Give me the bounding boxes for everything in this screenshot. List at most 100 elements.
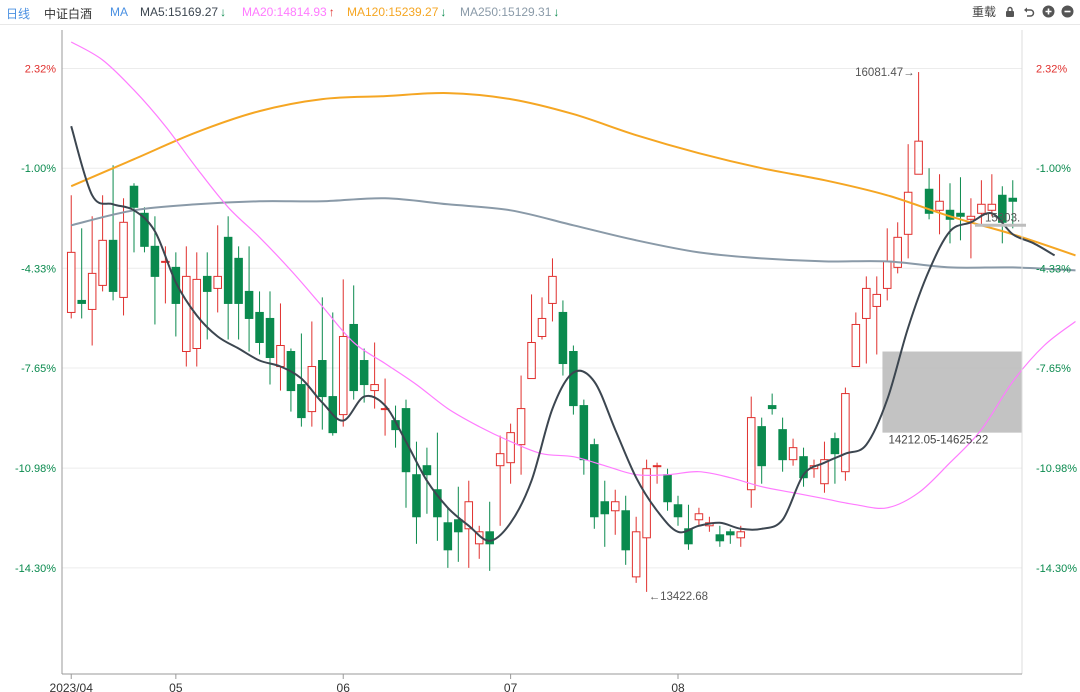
- low-price-label: ←13422.68: [649, 591, 708, 603]
- candle: [276, 303, 285, 391]
- ma-lines: [70, 41, 1076, 542]
- candle-body: [882, 260, 892, 289]
- candle-body: [757, 426, 766, 467]
- candle-body: [684, 528, 693, 545]
- grid: [62, 67, 1022, 569]
- chart-controls: 重载: [972, 3, 1074, 20]
- chart-toolbar: 日线 中证白酒 MA MA5:15169.27 ↓ MA20:14814.93 ↑ …: [0, 0, 1080, 25]
- candle-body: [558, 311, 568, 365]
- candle-body: [652, 465, 662, 468]
- ma5-trend-icon: ↓: [220, 5, 227, 19]
- y-tick-label-right: -10.98%: [1036, 463, 1077, 475]
- candle: [684, 504, 693, 550]
- candle-body: [956, 212, 965, 217]
- candle: [234, 246, 243, 340]
- candle-body: [297, 384, 306, 419]
- candle-body: [663, 474, 672, 503]
- candle: [140, 207, 149, 253]
- ma250-line: [70, 197, 1076, 272]
- candle: [474, 525, 484, 559]
- candle: [788, 438, 798, 466]
- candle: [872, 276, 882, 355]
- y-tick-label-left: -1.00%: [21, 163, 56, 175]
- candle: [213, 225, 222, 313]
- candle-body: [977, 203, 986, 214]
- y-tick-label-left: -10.98%: [15, 463, 56, 475]
- candle: [987, 174, 997, 217]
- high-price-label: 16081.47→: [855, 67, 914, 79]
- candle-body: [841, 393, 850, 473]
- candle-body: [495, 453, 505, 467]
- candle: [569, 345, 578, 415]
- candle: [119, 198, 128, 316]
- candle: [977, 180, 986, 226]
- candle-body: [631, 531, 641, 578]
- candle: [956, 177, 965, 241]
- candle-body: [569, 351, 578, 407]
- candle: [746, 396, 756, 508]
- zoom-in-icon[interactable]: [1041, 5, 1055, 19]
- candle: [841, 387, 850, 481]
- candle: [87, 216, 97, 346]
- undo-icon[interactable]: [1022, 5, 1036, 19]
- candle-body: [140, 212, 149, 247]
- candle: [621, 495, 630, 565]
- candle-body: [129, 185, 139, 208]
- candle-body: [872, 293, 882, 307]
- indicator-selector[interactable]: MA: [110, 5, 128, 19]
- range-box: [882, 351, 1022, 433]
- y-tick-label-left: 2.32%: [25, 63, 56, 75]
- reload-button[interactable]: 重载: [971, 5, 996, 19]
- candle: [318, 297, 327, 430]
- candle-body: [966, 215, 976, 220]
- candle: [443, 507, 453, 568]
- period-tab[interactable]: 日线: [6, 7, 31, 21]
- zoom-out-icon[interactable]: [1060, 5, 1074, 19]
- candle: [77, 228, 86, 319]
- candle-body: [265, 317, 275, 359]
- candle: [862, 276, 871, 364]
- candle: [66, 195, 76, 319]
- candle-body: [161, 260, 170, 263]
- axes: 2.32% 2.32% -1.00% -1.00% -4.33% -4.33% -7.65%…: [15, 30, 1077, 692]
- candle: [631, 516, 641, 583]
- candle: [412, 441, 421, 544]
- y-tick-label-left: -4.33%: [21, 263, 56, 275]
- candle-body: [223, 236, 233, 304]
- candle-body: [527, 341, 536, 380]
- candle-body: [590, 444, 599, 518]
- candle: [307, 321, 317, 427]
- candle: [108, 165, 118, 301]
- candle: [778, 417, 787, 472]
- candle: [966, 198, 976, 259]
- annotations: 16081.47→ ←13422.68 14212.05-14625.22 15303…: [649, 67, 1026, 603]
- candle: [516, 375, 526, 475]
- candle-body: [799, 456, 808, 479]
- lock-icon[interactable]: [1003, 5, 1017, 19]
- ma120-line: [70, 92, 1076, 257]
- candle-body: [108, 239, 118, 292]
- candle-body: [830, 438, 840, 455]
- ma250-legend: MA250:15129.31 ↓: [460, 5, 559, 19]
- range-box: [882, 351, 1022, 433]
- candle-body: [98, 239, 107, 286]
- candle: [171, 252, 181, 337]
- candle: [673, 495, 683, 526]
- ma120-value: MA120:15239.27: [347, 5, 439, 19]
- ma5-line: [70, 125, 1056, 542]
- candle: [338, 279, 348, 427]
- x-tick-label: 07: [504, 681, 518, 692]
- ma120-trend-icon: ↓: [440, 5, 447, 19]
- candle: [715, 525, 725, 547]
- candle-body: [506, 432, 515, 464]
- candle-body: [234, 257, 243, 304]
- candle: [359, 348, 369, 403]
- ma20-value: MA20:14814.93: [242, 5, 327, 19]
- ma5-legend: MA5:15169.27 ↓: [140, 5, 226, 19]
- candle: [757, 417, 766, 484]
- candles: [66, 72, 1018, 592]
- candle-body: [715, 534, 725, 542]
- candle: [223, 216, 233, 340]
- candle-body: [600, 501, 610, 515]
- candle: [1008, 180, 1018, 229]
